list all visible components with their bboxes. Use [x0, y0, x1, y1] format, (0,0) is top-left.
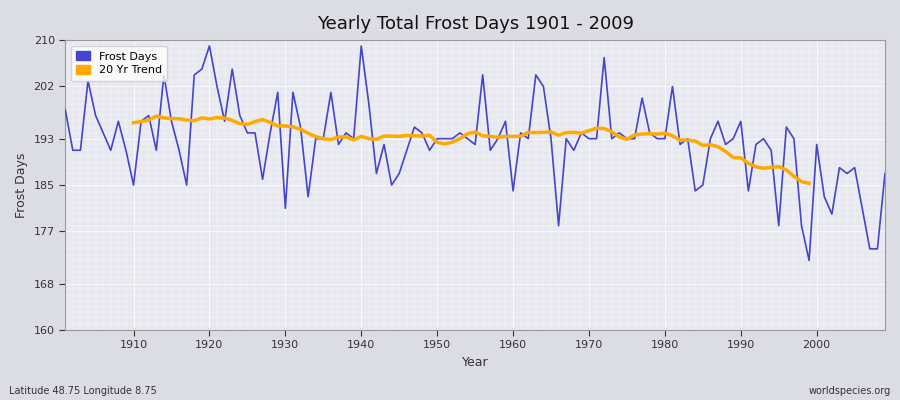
- Frost Days: [295, 125, 306, 130]
- Text: worldspecies.org: worldspecies.org: [809, 386, 891, 396]
- Text: Latitude 48.75 Longitude 8.75: Latitude 48.75 Longitude 8.75: [9, 386, 157, 396]
- Frost Days: [804, 258, 814, 263]
- 20 Yr Trend: [227, 118, 238, 123]
- 20 Yr Trend: [804, 181, 814, 186]
- Frost Days: [508, 188, 518, 193]
- Frost Days: [121, 148, 131, 153]
- Frost Days: [341, 130, 352, 135]
- Frost Days: [516, 130, 526, 135]
- Title: Yearly Total Frost Days 1901 - 2009: Yearly Total Frost Days 1901 - 2009: [317, 15, 634, 33]
- Frost Days: [607, 136, 617, 141]
- Frost Days: [59, 107, 70, 112]
- 20 Yr Trend: [698, 143, 708, 148]
- Line: Frost Days: Frost Days: [65, 46, 885, 260]
- Legend: Frost Days, 20 Yr Trend: Frost Days, 20 Yr Trend: [71, 46, 167, 81]
- 20 Yr Trend: [151, 114, 162, 118]
- 20 Yr Trend: [128, 120, 139, 125]
- Line: 20 Yr Trend: 20 Yr Trend: [133, 116, 809, 183]
- 20 Yr Trend: [607, 129, 617, 134]
- Frost Days: [879, 171, 890, 176]
- Y-axis label: Frost Days: Frost Days: [15, 152, 28, 218]
- Frost Days: [204, 44, 215, 48]
- 20 Yr Trend: [781, 168, 792, 172]
- X-axis label: Year: Year: [462, 356, 489, 369]
- 20 Yr Trend: [713, 144, 724, 149]
- 20 Yr Trend: [341, 134, 352, 139]
